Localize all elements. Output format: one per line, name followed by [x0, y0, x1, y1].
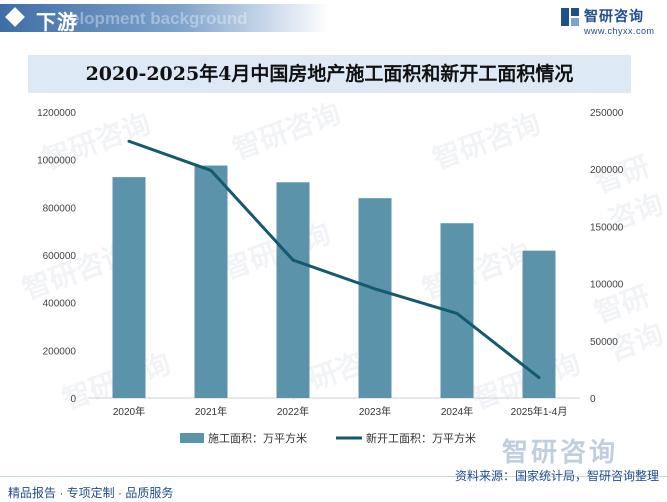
y-right-tick-label: 100000 — [590, 280, 624, 291]
brand[interactable]: 智研咨询 www.chyxx.com — [560, 5, 665, 37]
brand-name: 智研咨询 — [584, 8, 644, 24]
line-point — [537, 376, 541, 380]
bar — [358, 198, 392, 398]
brand-url: www.chyxx.com — [584, 26, 655, 36]
footer-tagline: 精品报告 · 专项定制 · 品质服务 — [8, 486, 174, 500]
y-right-tick-label: 250000 — [590, 108, 624, 119]
y-left-tick-label: 400000 — [43, 299, 77, 310]
line-point — [373, 287, 377, 291]
y-right-tick-label: 200000 — [590, 165, 624, 176]
line-point — [455, 311, 459, 315]
bar — [276, 182, 310, 398]
bar — [522, 250, 556, 398]
section-title: 下游 — [36, 12, 78, 34]
y-right-tick-label: 150000 — [590, 222, 624, 233]
legend-bar-swatch — [180, 433, 204, 443]
y-left-tick-label: 0 — [70, 394, 76, 405]
y-left-tick-label: 600000 — [43, 251, 77, 262]
bar — [194, 165, 228, 398]
data-source: 资料来源：国家统计局，智研咨询整理 — [454, 469, 659, 483]
x-tick-label: 2025年1-4月 — [511, 405, 568, 418]
y-right-tick-label: 0 — [590, 394, 596, 405]
x-tick-label: 2022年 — [277, 405, 309, 418]
header-bar: 下游 elopment background 智研咨询 www.chyxx.co… — [0, 0, 667, 38]
header-ribbon — [0, 4, 330, 32]
x-tick-label: 2023年 — [359, 405, 391, 418]
y-left-tick-label: 1000000 — [37, 156, 76, 167]
title-band — [28, 55, 631, 93]
background-word: elopment background — [70, 9, 248, 28]
chart: 0 200000 400000 600000 800000 1000000 1200000 0… — [37, 108, 624, 445]
y-left-tick-label: 1200000 — [37, 108, 76, 119]
bar — [112, 177, 146, 398]
x-tick-label: 2024年 — [441, 405, 473, 418]
y-left-tick-label: 200000 — [43, 346, 77, 357]
y-left-tick-label: 800000 — [43, 203, 77, 214]
watermark-brand: 智研咨询 — [502, 437, 619, 467]
line-point — [209, 168, 213, 172]
legend-line-label: 新开工面积：万平方米 — [366, 431, 476, 445]
chart-title: 2020-2025年4月中国房地产施工面积和新开工面积情况 — [85, 63, 574, 85]
x-tick-label: 2020年 — [113, 405, 145, 418]
line-point — [127, 139, 131, 143]
y-right-tick-label: 50000 — [590, 337, 618, 348]
legend-bar-label: 施工面积：万平方米 — [208, 431, 307, 445]
brand-logo-icon — [561, 8, 579, 26]
line-series — [128, 139, 540, 379]
x-tick-label: 2021年 — [195, 405, 227, 418]
footer-divider — [0, 476, 667, 477]
line-point — [291, 258, 295, 262]
